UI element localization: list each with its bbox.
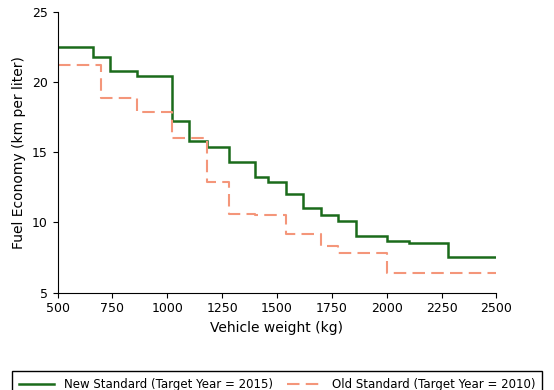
Legend: New Standard (Target Year = 2015), Old Standard (Target Year = 2010): New Standard (Target Year = 2015), Old S… xyxy=(12,371,542,390)
Y-axis label: Fuel Economy (km per liter): Fuel Economy (km per liter) xyxy=(12,56,27,249)
X-axis label: Vehicle weight (kg): Vehicle weight (kg) xyxy=(211,321,343,335)
